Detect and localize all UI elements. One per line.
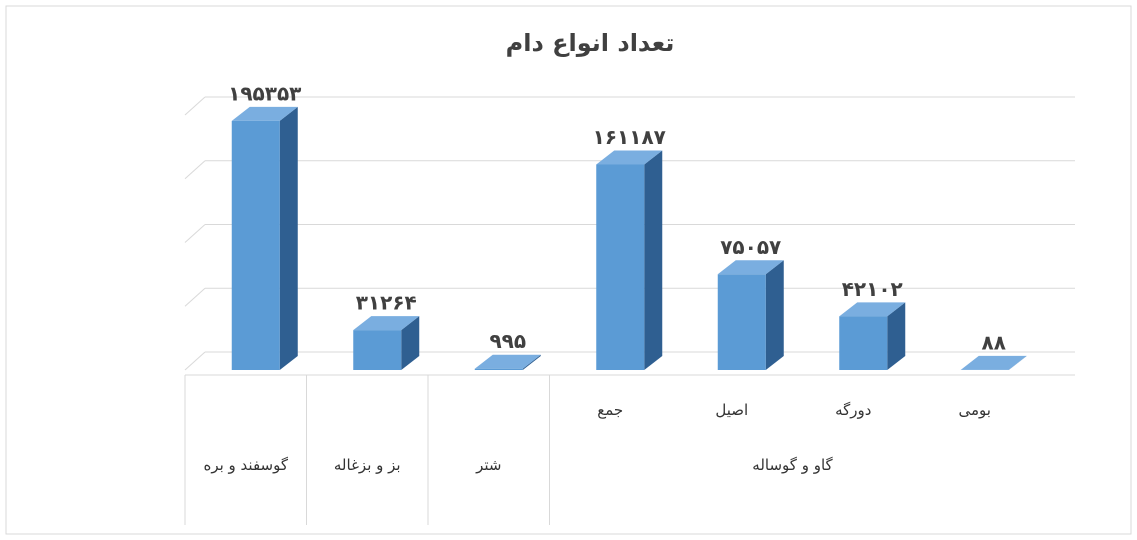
data-label: ۹۹۵	[489, 329, 526, 353]
data-label: ۷۵۰۵۷	[720, 235, 781, 259]
bar	[717, 274, 766, 370]
bar-top	[839, 302, 906, 317]
bar-side	[401, 316, 420, 370]
x-tick-label: گوسفند و بره	[203, 456, 289, 474]
bar-side	[765, 260, 784, 370]
x-tick-label: بز و بزغاله	[333, 456, 401, 474]
grid-line-side	[184, 160, 206, 180]
bar	[839, 316, 888, 370]
grid-line-side	[184, 287, 206, 307]
bar-top	[231, 106, 298, 121]
bar-side	[1008, 355, 1027, 370]
bar-top	[960, 355, 1027, 370]
bar	[474, 368, 523, 370]
x-tick-label: شتر	[476, 456, 502, 474]
x-sub-label: دورگه	[835, 401, 872, 419]
bar-side	[279, 106, 298, 370]
grid-line-side	[184, 224, 206, 243]
bar-side	[644, 150, 663, 370]
bar-top	[717, 260, 784, 275]
chart-frame	[5, 5, 1132, 535]
bar	[231, 120, 280, 370]
bar-top	[353, 316, 420, 331]
x-sub-label: جمع	[597, 401, 624, 419]
bar-side	[887, 302, 906, 370]
data-label: ۱۹۵۳۵۳	[228, 81, 301, 105]
data-label: ۳۱۲۶۴	[356, 291, 417, 315]
chart-title: تعداد انواع دام	[506, 29, 675, 57]
data-label: ۴۲۱۰۲	[842, 277, 903, 301]
x-group-label: گاو و گوساله	[752, 456, 833, 474]
bar-side	[522, 354, 541, 370]
data-label: ۸۸	[982, 330, 1006, 354]
grid-line-side	[184, 96, 206, 116]
x-sub-label: بومی	[958, 401, 991, 419]
data-label: ۱۶۱۱۸۷	[593, 125, 666, 149]
bar	[596, 164, 645, 370]
bar-top	[596, 150, 663, 165]
bar	[353, 330, 402, 370]
x-sub-label: اصیل	[715, 401, 749, 419]
grid-line-side	[184, 351, 206, 371]
bar-top	[474, 354, 541, 369]
